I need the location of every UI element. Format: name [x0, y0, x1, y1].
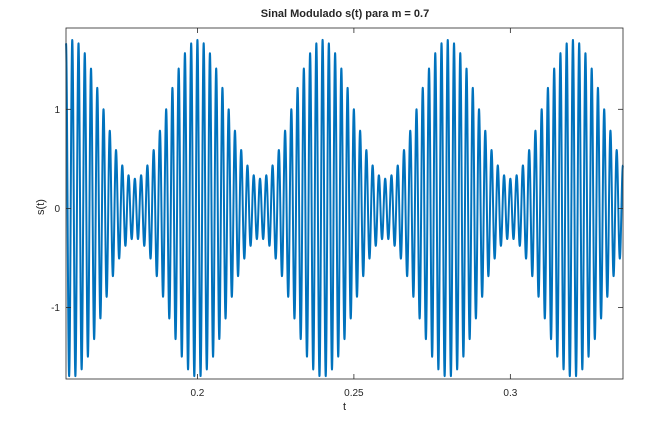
chart-title: Sinal Modulado s(t) para m = 0.7 — [261, 8, 429, 20]
series-layer — [65, 38, 624, 378]
y-axis-label: s(t) — [35, 199, 47, 215]
y-tick-label: -1 — [51, 303, 60, 314]
x-tick-label: 0.25 — [344, 388, 364, 399]
y-tick-label: 1 — [54, 105, 60, 116]
x-tick-label: 0.3 — [503, 388, 517, 399]
y-tick-label: 0 — [54, 204, 60, 215]
axes-box — [65, 27, 624, 380]
x-axis-ticks: 0.2 0.25 0.3 — [190, 28, 518, 399]
x-tick-label: 0.2 — [190, 388, 204, 399]
y-axis-ticks: -1 0 1 — [51, 105, 623, 314]
series-line-0 — [65, 38, 624, 378]
x-axis-label: t — [343, 401, 346, 413]
